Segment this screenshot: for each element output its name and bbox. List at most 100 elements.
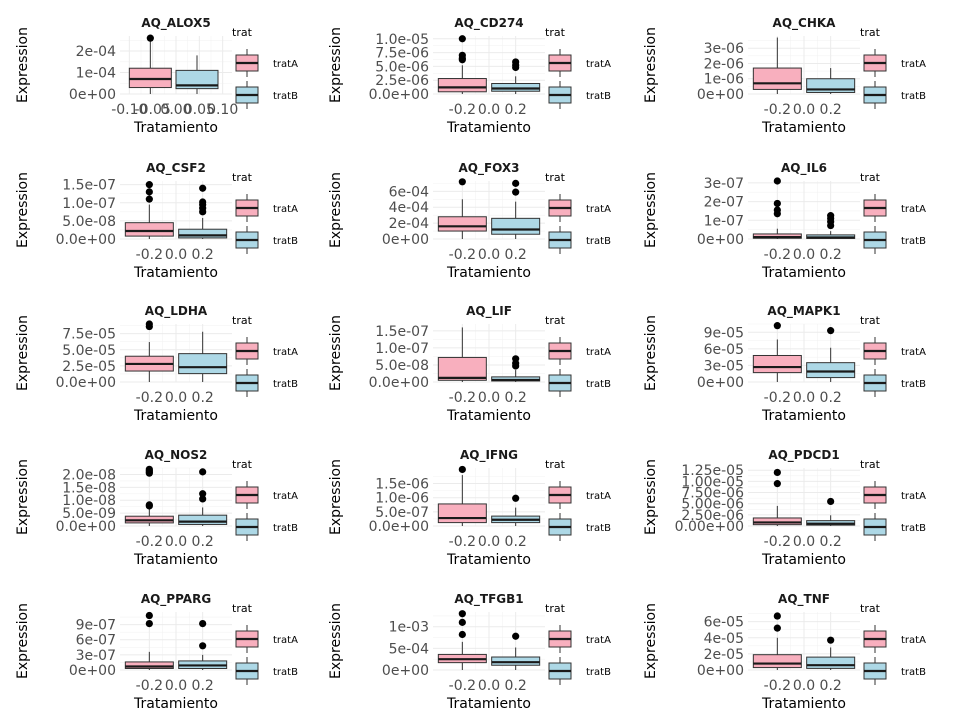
y-axis-label: Expression xyxy=(643,27,659,103)
legend-label-tratA: tratA xyxy=(586,635,611,646)
outlier-point xyxy=(199,620,207,628)
x-axis-label: Tratamiento xyxy=(761,120,846,136)
legend-title: trat xyxy=(545,602,566,615)
y-tick-label: 1e-04 xyxy=(76,66,116,82)
y-tick-label: 7.5e-06 xyxy=(375,46,429,62)
x-tick-label: 0.05 xyxy=(184,102,215,118)
outlier-point xyxy=(199,198,207,206)
legend-label-tratA: tratA xyxy=(586,347,611,358)
box-tratA xyxy=(124,222,174,237)
panel-title: AQ_MAPK1 xyxy=(767,304,840,319)
x-tick-label: 0.2 xyxy=(820,678,842,694)
outlier-point xyxy=(145,611,153,620)
x-tick-label: 0.0 xyxy=(478,678,500,694)
x-axis-label: Tratamiento xyxy=(133,265,218,281)
facet-panel: AQ_NOS2 Expression 0.0e+005.0e-091.0e-081.… xyxy=(15,448,298,568)
facet-panel: AQ_LDHA Expression 0.0e+002.5e-055.0e-057.… xyxy=(15,304,298,424)
y-tick-label: 1.00e-05 xyxy=(681,474,744,490)
legend-label-tratB: tratB xyxy=(273,379,298,390)
y-tick-label: 0.0e+00 xyxy=(56,375,116,391)
x-axis-label: Tratamiento xyxy=(133,696,218,712)
panel-title: AQ_IFNG xyxy=(460,448,518,463)
box-tratB xyxy=(491,83,541,92)
outlier-point xyxy=(458,465,466,474)
x-tick-label: -0.2 xyxy=(449,390,476,406)
outlier-point xyxy=(199,495,207,503)
y-tick-label: 2.5e-06 xyxy=(375,73,429,89)
legend-label-tratB: tratB xyxy=(901,91,926,102)
y-tick-label: 2e-04 xyxy=(389,216,429,232)
y-tick-label: 1.5e-08 xyxy=(62,480,116,496)
x-tick-label: -0.2 xyxy=(764,102,791,118)
legend-label-tratA: tratA xyxy=(901,635,926,646)
box-tratB xyxy=(178,228,228,239)
legend-label-tratA: tratA xyxy=(273,204,298,215)
panel-title: AQ_TFGB1 xyxy=(454,592,523,607)
y-tick-label: 2e-07 xyxy=(704,195,744,211)
x-tick-label: -0.2 xyxy=(764,678,791,694)
y-tick-label: 0e+00 xyxy=(382,232,429,248)
legend-label-tratB: tratB xyxy=(586,236,611,247)
x-axis-label: Tratamiento xyxy=(761,265,846,281)
y-tick-label: 1.25e-05 xyxy=(681,463,744,479)
x-tick-label: 0.0 xyxy=(478,102,500,118)
x-tick-label: 0.2 xyxy=(820,534,842,550)
outlier-point xyxy=(458,35,466,43)
y-tick-label: 3e-07 xyxy=(76,648,116,664)
outlier-point xyxy=(145,620,153,628)
x-tick-label: -0.2 xyxy=(764,390,791,406)
y-tick-label: 2e-06 xyxy=(704,56,744,72)
legend-label-tratA: tratA xyxy=(586,204,611,215)
y-tick-label: 3e-06 xyxy=(704,41,744,57)
legend-label-tratB: tratB xyxy=(901,236,926,247)
panel-title: AQ_NOS2 xyxy=(145,448,208,463)
y-axis-label: Expression xyxy=(643,315,659,391)
box-tratA xyxy=(437,78,487,93)
y-tick-label: 1e-03 xyxy=(389,620,429,636)
outlier-point xyxy=(512,355,520,363)
outlier-point xyxy=(512,179,520,187)
panel-title: AQ_PPARG xyxy=(141,592,211,607)
x-tick-label: 0.2 xyxy=(820,247,842,263)
outlier-point xyxy=(773,612,781,620)
outlier-point xyxy=(512,494,520,502)
outlier-point xyxy=(146,34,154,42)
legend-label-tratB: tratB xyxy=(273,523,298,534)
y-axis-label: Expression xyxy=(328,172,344,248)
outlier-point xyxy=(512,188,520,196)
x-tick-label: -0.2 xyxy=(764,247,791,263)
y-tick-label: 3e-07 xyxy=(704,176,744,192)
x-axis-label: Tratamiento xyxy=(133,408,218,424)
panel-title: AQ_LDHA xyxy=(145,304,208,319)
x-tick-label: -0.2 xyxy=(136,390,163,406)
legend-label-tratB: tratB xyxy=(273,236,298,247)
legend-title: trat xyxy=(545,458,566,471)
legend-label-tratB: tratB xyxy=(586,379,611,390)
y-tick-label: 5.0e-06 xyxy=(375,59,429,75)
x-axis-label: Tratamiento xyxy=(761,552,846,568)
y-tick-label: 1.5e-07 xyxy=(375,324,429,340)
y-tick-label: 0.00e+00 xyxy=(675,519,744,535)
y-tick-label: 0e+00 xyxy=(697,663,744,679)
legend-label-tratA: tratA xyxy=(273,59,298,70)
box-tratA xyxy=(752,67,802,90)
y-axis-label: Expression xyxy=(15,27,31,103)
x-tick-label: 0.10 xyxy=(207,102,238,118)
y-tick-label: 0.0e+00 xyxy=(369,87,429,103)
y-tick-label: 0.0e+00 xyxy=(369,375,429,391)
outlier-point xyxy=(145,465,153,473)
outlier-point xyxy=(458,51,466,59)
y-tick-label: 2e-04 xyxy=(76,44,116,60)
x-tick-label: 0.2 xyxy=(820,390,842,406)
outlier-point xyxy=(827,327,835,335)
panel-title: AQ_CHKA xyxy=(773,16,837,31)
x-axis-label: Tratamiento xyxy=(446,552,531,568)
y-axis-label: Expression xyxy=(15,172,31,248)
y-axis-label: Expression xyxy=(15,603,31,679)
y-tick-label: 1.0e-08 xyxy=(62,493,116,509)
box-tratB xyxy=(178,514,228,525)
y-tick-label: 6e-07 xyxy=(76,633,116,649)
outlier-point xyxy=(458,178,466,186)
y-tick-label: 7.5e-05 xyxy=(62,327,116,343)
outlier-point xyxy=(827,497,835,506)
